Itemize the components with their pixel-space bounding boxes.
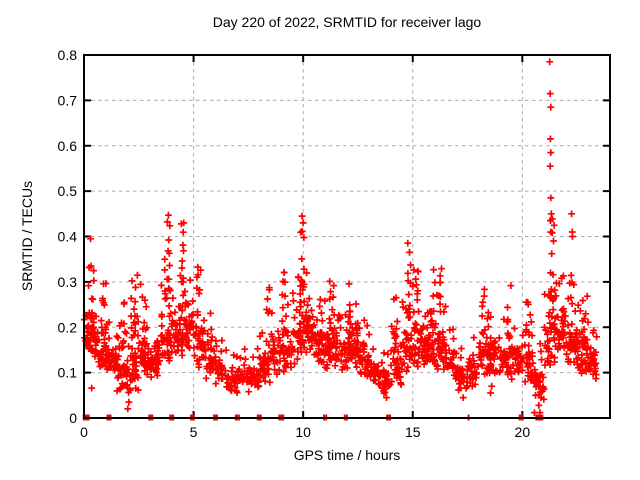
x-tick-label: 20 <box>515 424 531 440</box>
y-tick-label: 0.8 <box>58 47 78 63</box>
y-tick-label: 0 <box>69 410 77 426</box>
y-tick-label: 0.3 <box>58 274 78 290</box>
tick-labels: 0 5 10 15 20 0 0.1 0.2 0.3 0.4 0.5 0.6 0.7 0.8 <box>58 47 531 440</box>
y-tick-label: 0.6 <box>58 138 78 154</box>
x-tick-label: 0 <box>80 424 88 440</box>
y-tick-label: 0.1 <box>58 365 78 381</box>
y-tick-label: 0.7 <box>58 92 78 108</box>
plot-border <box>83 54 611 419</box>
chart-title: Day 220 of 2022, SRMTID for receiver lag… <box>212 14 482 30</box>
x-tick-label: 10 <box>295 424 311 440</box>
x-tick-label: 15 <box>405 424 421 440</box>
x-axis-label: GPS time / hours <box>293 447 401 463</box>
y-tick-label: 0.5 <box>58 183 78 199</box>
plot-frame <box>83 54 611 419</box>
y-tick-label: 0.2 <box>58 319 78 335</box>
x-tick-label: 5 <box>190 424 198 440</box>
y-tick-label: 0.4 <box>58 229 78 245</box>
